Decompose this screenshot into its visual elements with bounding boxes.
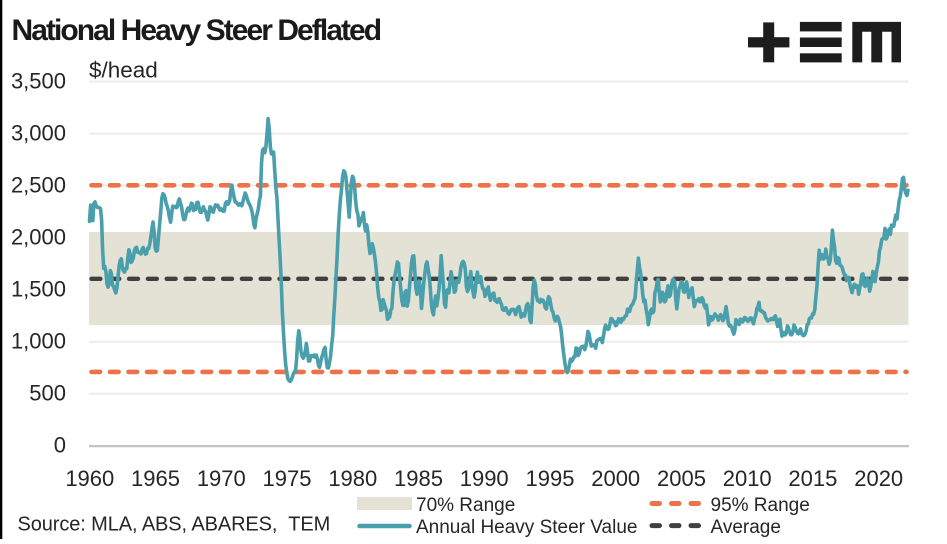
svg-text:Source: MLA, ABS, ABARES, TEM: Source: MLA, ABS, ABARES, TEM	[18, 514, 331, 536]
svg-text:1960: 1960	[65, 466, 114, 491]
svg-text:1975: 1975	[263, 466, 312, 491]
svg-text:1,500: 1,500	[11, 277, 66, 302]
svg-text:1970: 1970	[197, 466, 246, 491]
svg-text:$/head: $/head	[89, 58, 158, 83]
svg-text:1965: 1965	[131, 466, 180, 491]
svg-text:National Heavy Steer Deflated: National Heavy Steer Deflated	[12, 14, 381, 47]
svg-text:95% Range: 95% Range	[711, 495, 810, 516]
svg-text:1995: 1995	[526, 466, 575, 491]
svg-text:70% Range: 70% Range	[416, 495, 515, 516]
svg-text:Annual Heavy Steer Value: Annual Heavy Steer Value	[416, 517, 637, 538]
svg-text:500: 500	[29, 381, 66, 406]
svg-text:2015: 2015	[788, 466, 837, 491]
svg-text:Average: Average	[711, 517, 781, 538]
svg-text:3,000: 3,000	[11, 121, 66, 146]
svg-text:2,000: 2,000	[11, 225, 66, 250]
svg-text:2005: 2005	[657, 466, 706, 491]
svg-text:2,500: 2,500	[11, 173, 66, 198]
svg-text:1,000: 1,000	[11, 329, 66, 354]
svg-text:1990: 1990	[460, 466, 509, 491]
svg-text:1980: 1980	[328, 466, 377, 491]
svg-text:1985: 1985	[394, 466, 443, 491]
svg-text:2020: 2020	[854, 466, 903, 491]
svg-text:3,500: 3,500	[11, 68, 66, 93]
svg-text:2010: 2010	[723, 466, 772, 491]
svg-text:0: 0	[54, 433, 66, 458]
svg-text:2000: 2000	[591, 466, 640, 491]
